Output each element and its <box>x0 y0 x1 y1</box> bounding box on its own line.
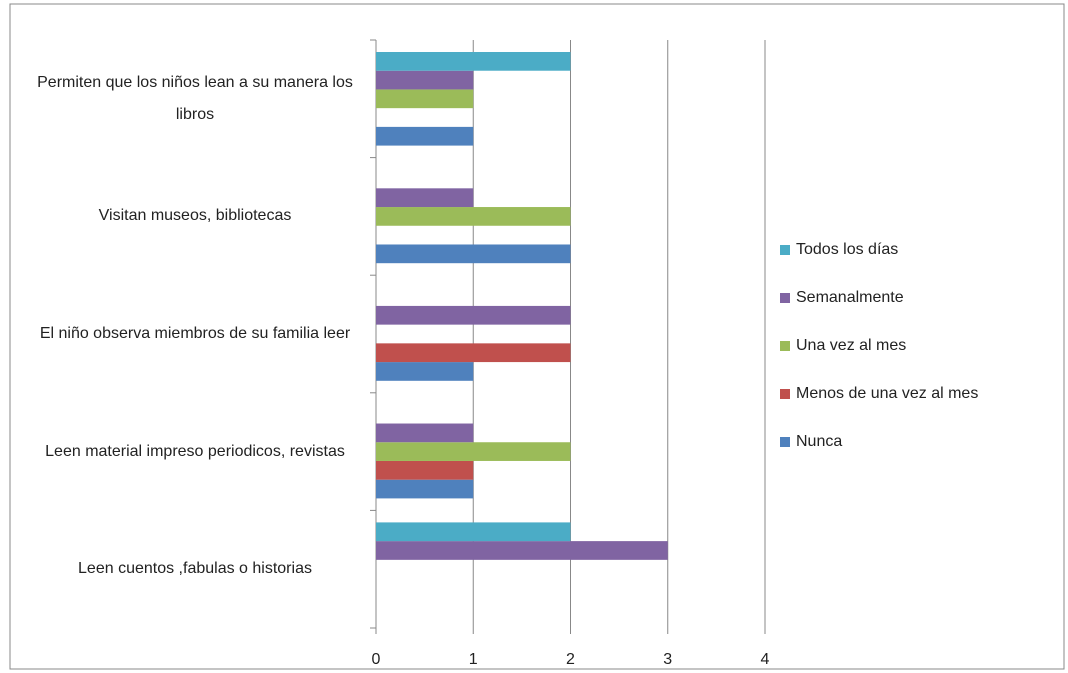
bar <box>376 305 571 325</box>
legend-label: Todos los días <box>796 241 898 258</box>
legend-swatch <box>780 389 790 399</box>
bar <box>376 479 474 499</box>
bar <box>376 89 474 109</box>
y-tick-label: Visitan museos, bibliotecas <box>98 207 292 225</box>
x-tick-label: 4 <box>761 651 770 668</box>
bar <box>376 52 571 71</box>
legend-swatch <box>780 341 790 351</box>
x-tick-label: 0 <box>372 651 381 668</box>
chart-border <box>9 3 1065 670</box>
bar <box>376 362 474 381</box>
y-tick-label: El niño observa miembros de su familia l… <box>39 325 351 342</box>
legend-label: Semanalmente <box>796 289 904 306</box>
x-tick-label: 2 <box>566 651 575 668</box>
bar <box>376 343 571 363</box>
y-tick-label: Leen material impreso periodicos, revist… <box>45 442 345 460</box>
bar <box>376 126 474 146</box>
bar <box>376 188 474 208</box>
y-tick-label: Leen cuentos ,fabulas o historias <box>78 560 312 578</box>
bar <box>376 423 474 443</box>
y-tick-label: Permiten que los niños lean a su manera … <box>37 73 353 123</box>
bar <box>376 460 474 480</box>
legend-label: Una vez al mes <box>796 337 906 354</box>
bar <box>376 70 474 90</box>
legend-swatch <box>780 293 790 303</box>
bar <box>376 207 571 226</box>
bar <box>376 244 571 264</box>
bar <box>376 522 571 542</box>
x-tick-label: 1 <box>469 651 478 668</box>
legend-swatch <box>780 245 790 255</box>
legend-label: Nunca <box>796 433 842 450</box>
x-tick-label: 3 <box>663 651 672 668</box>
legend-swatch <box>780 437 790 447</box>
legend-label: Menos de una vez al mes <box>796 385 978 402</box>
bar <box>376 541 668 560</box>
bar <box>376 442 571 461</box>
